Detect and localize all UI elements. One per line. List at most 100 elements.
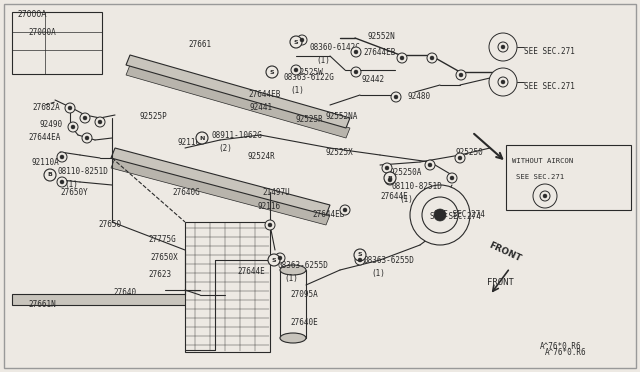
Circle shape (425, 160, 435, 170)
Polygon shape (111, 148, 330, 215)
Text: 92490: 92490 (40, 120, 63, 129)
Circle shape (358, 258, 362, 262)
Circle shape (498, 77, 508, 87)
Circle shape (294, 68, 298, 72)
Text: 92480: 92480 (408, 92, 431, 101)
Circle shape (384, 172, 396, 184)
Text: 27682A: 27682A (32, 103, 60, 112)
Polygon shape (126, 55, 350, 128)
Circle shape (543, 194, 547, 198)
Text: (2): (2) (218, 144, 232, 153)
Text: 92116: 92116 (178, 138, 201, 147)
Circle shape (65, 103, 75, 113)
Polygon shape (12, 294, 215, 305)
Text: 27644E: 27644E (380, 192, 408, 201)
Bar (506, 145, 631, 210)
Circle shape (98, 120, 102, 124)
Text: (1): (1) (284, 274, 298, 283)
Text: (1): (1) (371, 269, 385, 278)
Text: (1): (1) (64, 180, 78, 189)
Text: 925250: 925250 (455, 148, 483, 157)
Circle shape (68, 106, 72, 110)
Text: 08911-1062G: 08911-1062G (211, 131, 262, 140)
Circle shape (501, 80, 505, 84)
Text: 27095A: 27095A (290, 290, 317, 299)
Text: N: N (199, 135, 205, 141)
Polygon shape (111, 158, 330, 225)
Circle shape (427, 53, 437, 63)
Circle shape (388, 178, 392, 182)
Text: 27623: 27623 (148, 270, 171, 279)
Circle shape (489, 33, 517, 61)
Text: FRONT: FRONT (487, 240, 522, 263)
Text: 92525W: 92525W (296, 68, 324, 77)
Text: (1): (1) (316, 56, 330, 65)
Circle shape (80, 113, 90, 123)
Circle shape (459, 73, 463, 77)
Circle shape (455, 153, 465, 163)
Circle shape (447, 173, 457, 183)
Circle shape (456, 70, 466, 80)
Circle shape (540, 191, 550, 201)
Text: 92116: 92116 (257, 202, 280, 211)
Text: 92441: 92441 (250, 103, 273, 112)
Circle shape (498, 42, 508, 52)
Text: 92525X: 92525X (326, 148, 354, 157)
Text: SEE SEC.274: SEE SEC.274 (430, 212, 481, 221)
Circle shape (68, 122, 78, 132)
Circle shape (410, 185, 470, 245)
Text: 27640E: 27640E (290, 318, 317, 327)
Text: (1): (1) (290, 86, 304, 95)
Circle shape (385, 166, 389, 170)
Text: S: S (358, 253, 362, 257)
Circle shape (275, 253, 285, 263)
Text: 27644EB: 27644EB (248, 90, 280, 99)
Circle shape (400, 56, 404, 60)
Circle shape (343, 208, 347, 212)
Circle shape (268, 223, 272, 227)
Text: 27644EB: 27644EB (312, 210, 344, 219)
Text: WITHOUT AIRCON: WITHOUT AIRCON (512, 158, 573, 164)
Circle shape (355, 255, 365, 265)
Circle shape (450, 176, 454, 180)
Bar (12, 12, 102, 74)
Circle shape (422, 197, 458, 233)
Circle shape (268, 254, 280, 266)
Text: B: B (388, 176, 392, 180)
Circle shape (95, 117, 105, 127)
Ellipse shape (280, 265, 306, 275)
Circle shape (300, 38, 304, 42)
Circle shape (489, 68, 517, 96)
Circle shape (60, 180, 64, 184)
Text: 08360-6142C: 08360-6142C (309, 43, 360, 52)
Text: S: S (269, 70, 275, 74)
Circle shape (354, 50, 358, 54)
Bar (185, 222, 270, 352)
Circle shape (82, 133, 92, 143)
Circle shape (354, 249, 366, 261)
Circle shape (428, 163, 432, 167)
Circle shape (533, 184, 557, 208)
Circle shape (430, 56, 434, 60)
Circle shape (57, 152, 67, 162)
Circle shape (351, 67, 361, 77)
Text: 92552NA: 92552NA (326, 112, 358, 121)
Text: SEE SEC.274: SEE SEC.274 (434, 210, 485, 219)
Text: 925250A: 925250A (390, 168, 422, 177)
Text: 27644E: 27644E (237, 267, 265, 276)
Text: 27644EB: 27644EB (363, 48, 396, 57)
Circle shape (57, 177, 67, 187)
Text: 92442: 92442 (362, 75, 385, 84)
Text: 21497U: 21497U (262, 188, 290, 197)
Text: 27640G: 27640G (172, 188, 200, 197)
Text: 08363-6255D: 08363-6255D (364, 256, 415, 265)
Text: 27650: 27650 (98, 220, 121, 229)
Circle shape (351, 47, 361, 57)
Circle shape (85, 136, 89, 140)
Circle shape (291, 65, 301, 75)
Text: 27644EA: 27644EA (28, 133, 60, 142)
Text: A^76*0.R6: A^76*0.R6 (540, 342, 582, 351)
Circle shape (501, 45, 505, 49)
Text: 92525P: 92525P (140, 112, 168, 121)
Polygon shape (126, 65, 350, 138)
